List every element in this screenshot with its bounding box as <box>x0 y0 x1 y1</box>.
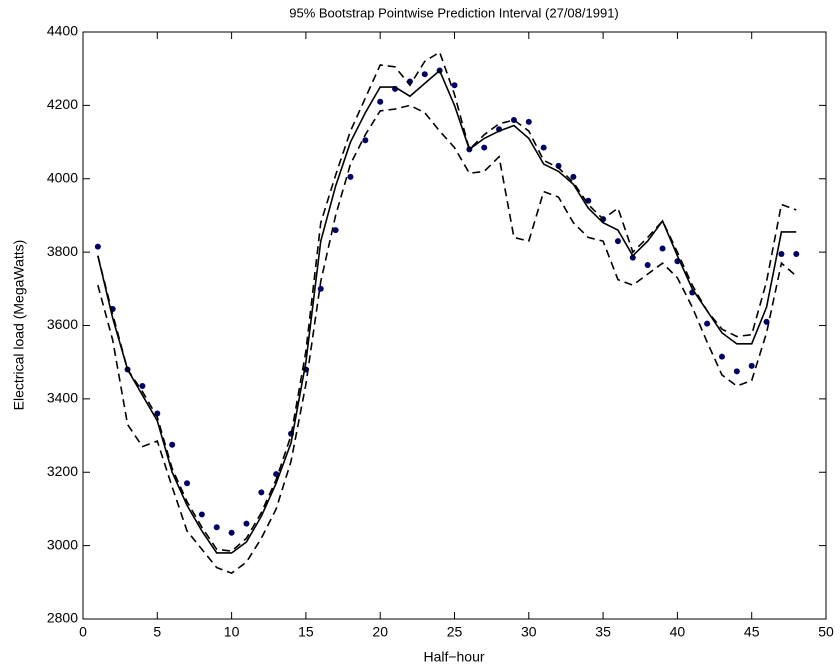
y-tick-label: 4000 <box>47 169 78 185</box>
data-point <box>228 529 235 536</box>
data-point <box>704 320 711 327</box>
chart-title: 95% Bootstrap Pointwise Prediction Inter… <box>289 5 619 20</box>
x-tick-label: 45 <box>744 624 760 640</box>
data-point <box>525 118 532 125</box>
y-tick-label: 3400 <box>47 390 78 406</box>
y-axis-label: Electrical load (MegaWatts) <box>11 240 27 411</box>
x-tick-label: 40 <box>670 624 686 640</box>
data-point <box>184 480 191 487</box>
data-point <box>733 368 740 375</box>
prediction-line <box>97 69 797 554</box>
data-point <box>451 82 458 89</box>
y-tick-label: 3600 <box>47 316 78 332</box>
data-point <box>243 520 250 527</box>
y-tick-label: 3200 <box>47 463 78 479</box>
data-point <box>570 173 577 180</box>
data-point <box>614 238 621 245</box>
data-point <box>139 383 146 390</box>
data-point <box>748 362 755 369</box>
x-tick-label: 0 <box>79 624 87 640</box>
data-point <box>94 243 101 250</box>
data-point <box>377 98 384 105</box>
data-point <box>629 254 636 261</box>
data-point <box>258 489 265 496</box>
y-tick-label: 3000 <box>47 536 78 552</box>
x-tick-label: 50 <box>818 624 834 640</box>
x-tick-label: 25 <box>447 624 463 640</box>
x-tick-label: 5 <box>153 624 161 640</box>
data-point <box>540 144 547 151</box>
y-tick-label: 4400 <box>47 23 78 39</box>
x-tick-label: 20 <box>372 624 388 640</box>
data-point <box>317 285 324 292</box>
x-tick-label: 10 <box>224 624 240 640</box>
y-tick-label: 3800 <box>47 243 78 259</box>
data-point <box>793 250 800 257</box>
data-point <box>198 511 205 518</box>
data-point <box>481 144 488 151</box>
data-point <box>644 261 651 268</box>
data-point <box>332 227 339 234</box>
data-point <box>347 173 354 180</box>
x-tick-label: 35 <box>595 624 611 640</box>
x-tick-label: 30 <box>521 624 537 640</box>
data-point <box>169 441 176 448</box>
data-point <box>362 137 369 144</box>
data-point <box>778 250 785 257</box>
data-point <box>273 471 280 478</box>
x-axis-label: Half−hour <box>423 649 484 665</box>
y-tick-label: 4200 <box>47 96 78 112</box>
data-point <box>718 353 725 360</box>
y-tick-label: 2800 <box>47 610 78 626</box>
data-point <box>213 524 220 531</box>
interval-line <box>97 50 797 552</box>
data-point <box>659 245 666 252</box>
x-tick-label: 15 <box>298 624 314 640</box>
interval-line <box>97 104 797 575</box>
data-point <box>421 71 428 78</box>
